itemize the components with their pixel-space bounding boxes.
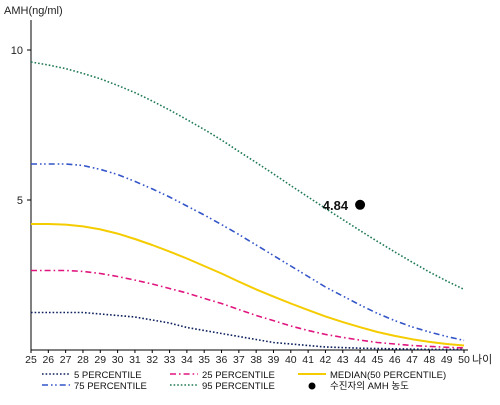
series-line-5-percentile: [31, 311, 464, 351]
patient-amh-point: [355, 199, 366, 210]
x-tick-label: 36: [216, 354, 228, 366]
legend-label: 수진자의 AMH 농도: [330, 381, 409, 392]
x-tick-label: 38: [250, 354, 262, 366]
y-tick-label: 10: [11, 45, 23, 57]
x-tick-label: 46: [389, 354, 401, 366]
series-line-25-percentile: [31, 269, 465, 349]
x-tick-label: 47: [406, 354, 418, 366]
x-tick-label: 44: [354, 354, 366, 366]
legend-point-marker: [308, 382, 316, 390]
x-tick-label: 48: [424, 354, 436, 366]
patient-amh-value-label: 4.84: [323, 198, 349, 213]
x-tick-label: 34: [181, 354, 193, 366]
x-tick-label: 28: [77, 354, 89, 366]
x-tick-label: 50: [458, 354, 470, 366]
x-tick-label: 25: [25, 354, 37, 366]
x-tick-label: 26: [42, 354, 54, 366]
x-tick-label: 41: [302, 354, 314, 366]
legend-label: 5 PERCENTILE: [74, 370, 142, 381]
x-tick-label: 30: [112, 354, 124, 366]
x-tick-label: 32: [146, 354, 158, 366]
x-tick-label: 33: [164, 354, 176, 366]
x-tick-label: 49: [441, 354, 453, 366]
x-axis-label: 나이: [472, 353, 492, 366]
legend-label: 25 PERCENTILE: [202, 370, 275, 381]
x-tick-label: 35: [198, 354, 210, 366]
x-tick-label: 42: [320, 354, 332, 366]
legend-label: MEDIAN(50 PERCENTILE): [330, 370, 446, 381]
x-tick-label: 43: [337, 354, 349, 366]
x-tick-label: 37: [233, 354, 245, 366]
series-line-95-percentile: [30, 61, 465, 291]
x-tick-label: 31: [129, 354, 141, 366]
x-tick-label: 27: [60, 354, 72, 366]
axes: AMH(ng/ml) 나이 5 10 25 26 27 28 29 30 31 32 33 34 35 36 3…: [4, 5, 492, 366]
y-axis-label: AMH(ng/ml): [4, 5, 63, 17]
series-line-75-percentile: [31, 163, 465, 342]
legend-label: 75 PERCENTILE: [74, 381, 147, 392]
data-points: 4.84: [323, 198, 366, 213]
legend-label: 95 PERCENTILE: [202, 381, 275, 392]
x-tick-label: 40: [285, 354, 297, 366]
series-lines: [30, 61, 465, 351]
x-tick-label: 45: [372, 354, 384, 366]
series-line-median-50-percentile: [31, 223, 465, 347]
y-tick-label: 5: [17, 195, 23, 207]
x-tick-label: 29: [94, 354, 106, 366]
x-tick-label: 39: [268, 354, 280, 366]
